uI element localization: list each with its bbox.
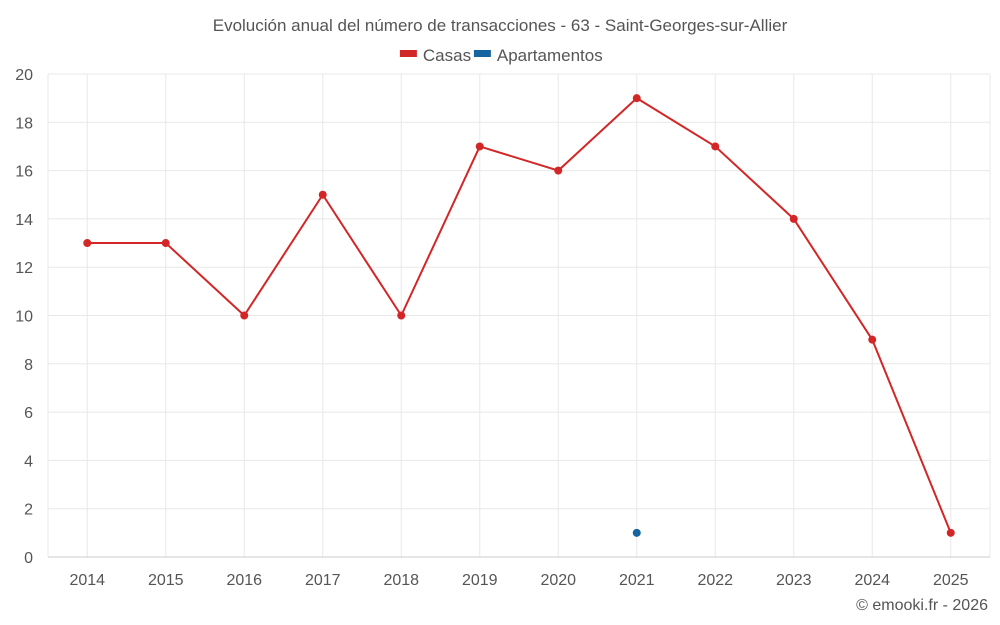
legend-label-apartamentos: Apartamentos bbox=[497, 46, 603, 65]
y-tick-label: 12 bbox=[15, 260, 33, 277]
chart-title: Evolución anual del número de transaccio… bbox=[213, 16, 788, 35]
series-apartamentos: Apartamentos 2021: 1 bbox=[632, 528, 641, 537]
y-tick-label: 0 bbox=[24, 550, 33, 567]
axes: 0 2 4 6 8 10 12 14 16 18 20 2014 2015 2016 2017 2018 201… bbox=[15, 67, 990, 589]
y-tick-label: 10 bbox=[15, 309, 33, 326]
x-tick-label: 2023 bbox=[776, 572, 812, 589]
data-point[interactable]: Casas 2018: 10 bbox=[397, 311, 406, 320]
x-tick-label: 2014 bbox=[69, 572, 105, 589]
data-point[interactable]: Casas 2025: 1 bbox=[946, 528, 955, 537]
legend-item-apartamentos[interactable]: Apartamentos bbox=[473, 46, 603, 65]
data-point[interactable]: Casas 2020: 16 bbox=[554, 166, 563, 175]
data-point[interactable]: Casas 2021: 19 bbox=[632, 94, 641, 103]
x-tick-label: 2019 bbox=[462, 572, 498, 589]
x-tick-label: 2025 bbox=[933, 572, 969, 589]
grid bbox=[47, 73, 991, 557]
legend[interactable]: Casas Apartamentos bbox=[399, 46, 603, 65]
y-tick-label: 20 bbox=[15, 67, 33, 84]
x-tick-label: 2016 bbox=[226, 572, 262, 589]
series-casas: Casas 2014: 13 Casas 2015: 13 Casas 2016: … bbox=[83, 94, 955, 537]
y-tick-label: 4 bbox=[24, 453, 33, 470]
x-tick-label: 2015 bbox=[148, 572, 184, 589]
data-point[interactable]: Casas 2016: 10 bbox=[240, 311, 249, 320]
x-tick-label: 2020 bbox=[540, 572, 576, 589]
x-tick-label: 2018 bbox=[383, 572, 419, 589]
series: Casas 2014: 13 Casas 2015: 13 Casas 2016: … bbox=[83, 94, 955, 537]
legend-label-casas: Casas bbox=[423, 46, 471, 65]
data-point[interactable]: Casas 2023: 14 bbox=[789, 214, 798, 223]
legend-swatch-apartamentos bbox=[473, 50, 491, 57]
data-point[interactable]: Casas 2024: 9 bbox=[868, 335, 877, 344]
y-tick-label: 16 bbox=[15, 164, 33, 181]
data-point[interactable]: Casas 2022: 17 bbox=[711, 142, 720, 151]
y-tick-label: 6 bbox=[24, 405, 33, 422]
x-tick-label: 2024 bbox=[854, 572, 890, 589]
y-tick-label: 2 bbox=[24, 502, 33, 519]
data-point[interactable]: Casas 2014: 13 bbox=[83, 239, 92, 248]
data-point[interactable]: Casas 2017: 15 bbox=[318, 190, 327, 199]
legend-swatch-casas bbox=[399, 50, 417, 57]
x-tick-label: 2021 bbox=[619, 572, 655, 589]
data-point[interactable]: Casas 2019: 17 bbox=[475, 142, 484, 151]
data-point[interactable]: Apartamentos 2021: 1 bbox=[632, 528, 641, 537]
legend-item-casas[interactable]: Casas bbox=[399, 46, 471, 65]
y-tick-label: 14 bbox=[15, 212, 33, 229]
x-tick-label: 2022 bbox=[697, 572, 733, 589]
credit-text: © emooki.fr - 2026 bbox=[856, 597, 988, 614]
y-tick-label: 8 bbox=[24, 357, 33, 374]
series-line-casas bbox=[87, 97, 952, 534]
y-tick-label: 18 bbox=[15, 115, 33, 132]
data-point[interactable]: Casas 2015: 13 bbox=[161, 239, 170, 248]
x-tick-label: 2017 bbox=[305, 572, 341, 589]
